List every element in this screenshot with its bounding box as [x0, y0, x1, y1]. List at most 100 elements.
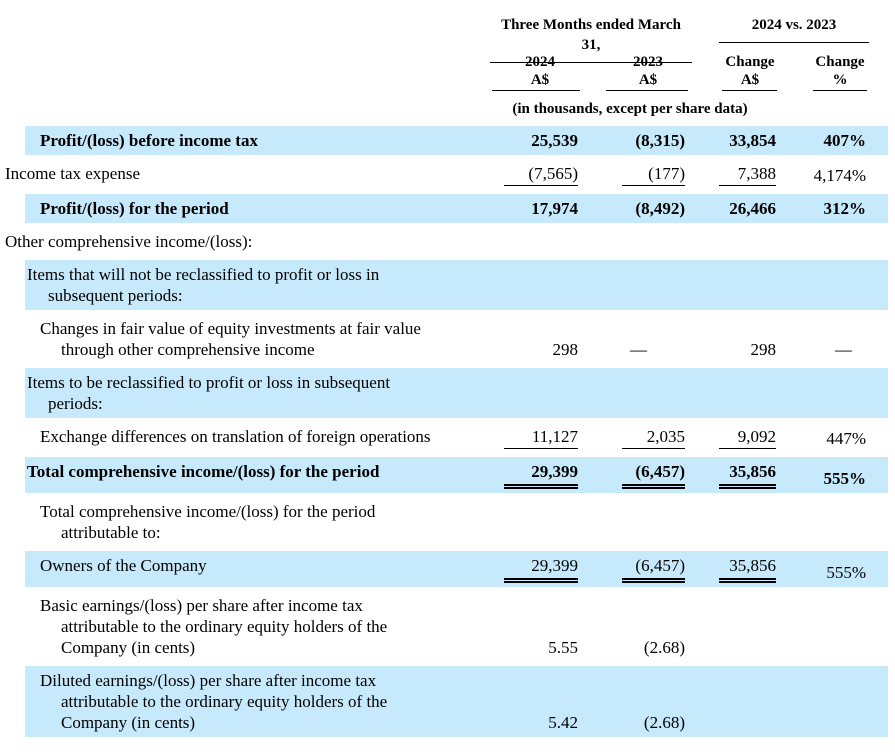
value: 29,399: [504, 461, 578, 489]
value: 25,539: [531, 131, 578, 150]
table-rows: Profit/(loss) before income tax 25,539 (8,…: [0, 126, 895, 741]
value: 7,388: [719, 163, 776, 186]
column-header-change-amount: Change A$: [725, 54, 775, 88]
value: (2.68): [643, 713, 685, 732]
cell-change-amount: 33,854: [685, 130, 776, 151]
cell-2024: 17,974: [460, 198, 578, 219]
cell-change-percent: 555%: [776, 468, 867, 489]
cell-2024: 29,399: [460, 555, 578, 583]
cell-change-amount: 9,092: [685, 426, 776, 449]
value: 33,854: [729, 131, 776, 150]
header-rule: [722, 90, 777, 91]
cell-2023: —: [578, 339, 685, 360]
cell-change-amount: 7,388: [685, 163, 776, 186]
value: 29,399: [504, 555, 578, 583]
cell-2023: 2,035: [578, 426, 685, 449]
value: (8,492): [635, 199, 685, 218]
value: (177): [622, 163, 685, 186]
row-label: Basic earnings/(loss) per share after in…: [40, 596, 388, 657]
cell-2023: (2.68): [578, 637, 685, 658]
column-header-change-percent: Change %: [815, 54, 865, 88]
value: 9,092: [719, 426, 776, 449]
value: 26,466: [729, 199, 776, 218]
table-row: Total comprehensive income/(loss) for th…: [0, 497, 895, 547]
value: (7,565): [504, 163, 578, 186]
value: 5.42: [548, 713, 578, 732]
value: 312%: [823, 199, 867, 218]
cell-2023: (2.68): [578, 712, 685, 733]
table-row: Items to be reclassified to profit or lo…: [0, 368, 895, 418]
cell-2024: 5.55: [460, 637, 578, 658]
row-label: Income tax expense: [5, 164, 140, 183]
value: 298: [750, 340, 777, 359]
header-rule: [813, 90, 867, 91]
table-row: Total comprehensive income/(loss) for th…: [0, 457, 895, 493]
value: —: [835, 340, 852, 359]
cell-change-percent: 407%: [776, 130, 867, 151]
value: 35,856: [719, 461, 776, 489]
table-row: Diluted earnings/(loss) per share after …: [0, 666, 895, 737]
value: 555%: [823, 469, 867, 488]
value: 2,035: [622, 426, 685, 449]
table-row: Basic earnings/(loss) per share after in…: [0, 591, 895, 662]
cell-change-amount: 35,856: [685, 555, 776, 583]
cell-2023: (6,457): [578, 461, 685, 489]
cell-2023: (8,315): [578, 130, 685, 151]
value: (8,315): [635, 131, 685, 150]
row-label: Total comprehensive income/(loss) for th…: [40, 502, 376, 542]
column-header-2024: 2024 A$: [525, 54, 555, 88]
row-label: Owners of the Company: [40, 556, 207, 575]
table-row: Profit/(loss) for the period 17,974 (8,492…: [0, 194, 895, 223]
cell-change-amount: 35,856: [685, 461, 776, 489]
cell-2023: (177): [578, 163, 685, 186]
value: 555%: [826, 563, 866, 582]
table-header: Three Months ended March 31, 2024 vs. 20…: [0, 0, 895, 126]
cell-2024: 298: [460, 339, 579, 360]
value: (6,457): [622, 555, 685, 583]
cell-change-percent: 555%: [776, 562, 866, 583]
column-header-2023: 2023 A$: [633, 54, 663, 88]
cell-2024: 29,399: [460, 461, 578, 489]
value: 5.55: [548, 638, 578, 657]
row-label: Items that will not be reclassified to p…: [27, 265, 380, 305]
table-row: Owners of the Company 29,399 (6,457) 35,856…: [0, 551, 895, 587]
value: 4,174%: [813, 166, 866, 185]
cell-change-percent: 4,174%: [776, 165, 866, 186]
cell-change-percent: 447%: [776, 428, 866, 449]
header-rule: [606, 90, 688, 91]
cell-2024: (7,565): [460, 163, 578, 186]
value: 17,974: [531, 199, 578, 218]
cell-2023: (6,457): [578, 555, 685, 583]
row-label: Changes in fair value of equity investme…: [40, 319, 421, 359]
cell-change-percent: —: [776, 339, 866, 360]
table-row: Other comprehensive income/(loss):: [0, 227, 895, 256]
table-row: Items that will not be reclassified to p…: [0, 260, 895, 310]
table-row: Changes in fair value of equity investme…: [0, 314, 895, 364]
value: 407%: [823, 131, 867, 150]
cell-change-amount: 26,466: [685, 198, 776, 219]
table-row: Income tax expense (7,565) (177) 7,388 4,174…: [0, 159, 895, 190]
row-label: Items to be reclassified to profit or lo…: [27, 373, 391, 413]
cell-2024: 5.42: [460, 712, 578, 733]
value: 35,856: [719, 555, 776, 583]
row-label: Profit/(loss) before income tax: [40, 131, 258, 150]
value: 11,127: [504, 426, 578, 449]
cell-2024: 11,127: [460, 426, 578, 449]
table-row: Exchange differences on translation of f…: [0, 422, 895, 453]
value: (6,457): [622, 461, 685, 489]
cell-2024: 25,539: [460, 130, 578, 151]
column-group-header-comparison: 2024 vs. 2023: [719, 15, 869, 43]
cell-2023: (8,492): [578, 198, 685, 219]
row-label: Total comprehensive income/(loss) for th…: [27, 462, 380, 481]
value: —: [630, 340, 647, 359]
value: 447%: [826, 429, 866, 448]
row-label: Profit/(loss) for the period: [40, 199, 229, 218]
table-row: Profit/(loss) before income tax 25,539 (8,…: [0, 126, 895, 155]
row-label: Exchange differences on translation of f…: [40, 427, 431, 446]
units-note: (in thousands, except per share data): [512, 101, 748, 117]
header-rule: [492, 90, 580, 91]
row-label: Diluted earnings/(loss) per share after …: [40, 671, 388, 732]
row-label: Other comprehensive income/(loss):: [5, 232, 253, 251]
cell-change-amount: 298: [685, 339, 777, 360]
